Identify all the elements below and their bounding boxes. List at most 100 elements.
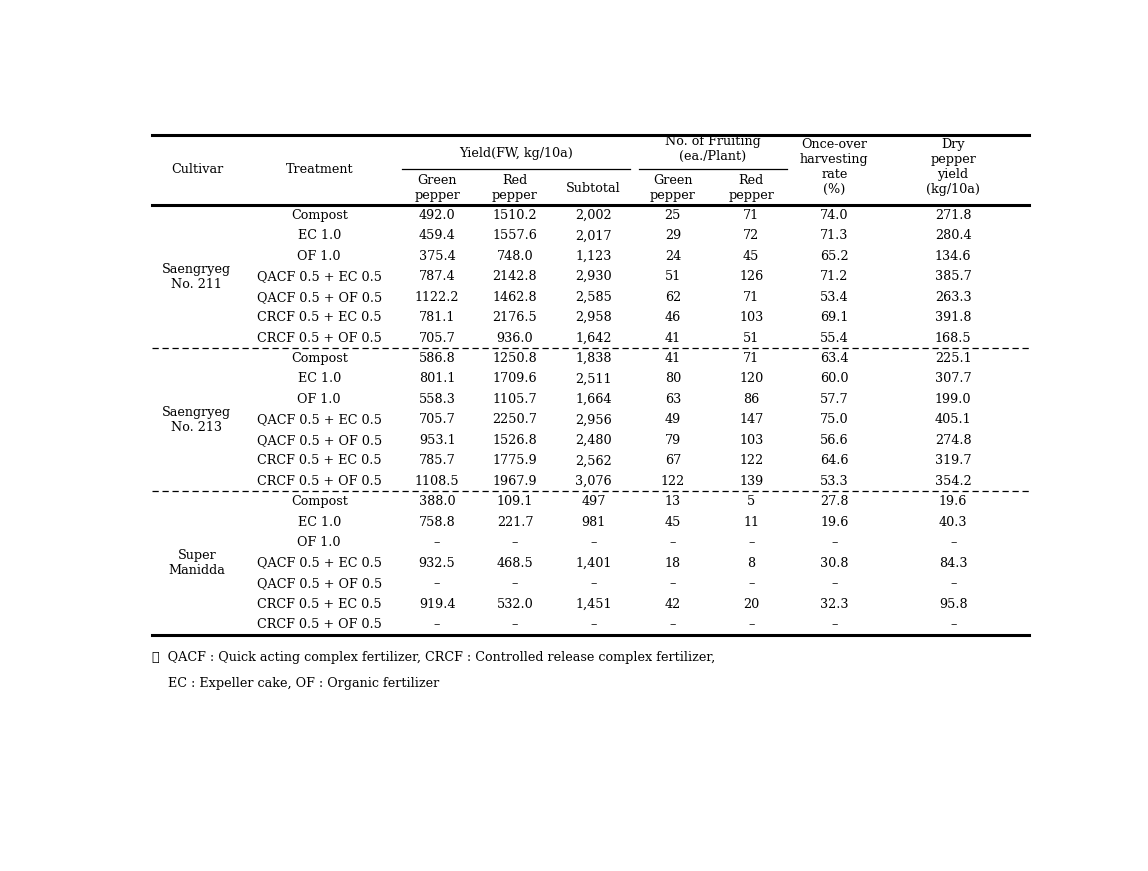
Text: 785.7: 785.7 bbox=[419, 455, 456, 468]
Text: 1775.9: 1775.9 bbox=[492, 455, 537, 468]
Text: 586.8: 586.8 bbox=[419, 352, 456, 365]
Text: 80: 80 bbox=[665, 373, 681, 386]
Text: 63: 63 bbox=[665, 393, 681, 406]
Text: 86: 86 bbox=[743, 393, 759, 406]
Text: 3,076: 3,076 bbox=[575, 475, 612, 488]
Text: 2,511: 2,511 bbox=[575, 373, 612, 386]
Text: CRCF 0.5 + EC 0.5: CRCF 0.5 + EC 0.5 bbox=[257, 311, 381, 324]
Text: –: – bbox=[512, 618, 518, 631]
Text: 46: 46 bbox=[665, 311, 681, 324]
Text: 75.0: 75.0 bbox=[820, 414, 848, 427]
Text: 385.7: 385.7 bbox=[934, 270, 971, 283]
Text: 532.0: 532.0 bbox=[497, 598, 534, 611]
Text: 801.1: 801.1 bbox=[419, 373, 456, 386]
Text: Yield(FW, kg/10a): Yield(FW, kg/10a) bbox=[459, 146, 573, 159]
Text: –: – bbox=[590, 618, 597, 631]
Text: Subtotal: Subtotal bbox=[566, 182, 621, 195]
Text: 221.7: 221.7 bbox=[497, 516, 533, 529]
Text: ※  QACF : Quick acting complex fertilizer, CRCF : Controlled release complex fer: ※ QACF : Quick acting complex fertilizer… bbox=[153, 652, 715, 665]
Text: EC : Expeller cake, OF : Organic fertilizer: EC : Expeller cake, OF : Organic fertili… bbox=[153, 677, 440, 690]
Text: 45: 45 bbox=[743, 250, 759, 263]
Text: 2,002: 2,002 bbox=[575, 209, 612, 222]
Text: 2,585: 2,585 bbox=[575, 291, 612, 304]
Text: 405.1: 405.1 bbox=[934, 414, 971, 427]
Text: 168.5: 168.5 bbox=[934, 332, 971, 345]
Text: 29: 29 bbox=[665, 229, 681, 242]
Text: OF 1.0: OF 1.0 bbox=[297, 250, 341, 263]
Text: EC 1.0: EC 1.0 bbox=[297, 516, 341, 529]
Text: 40.3: 40.3 bbox=[939, 516, 968, 529]
Text: QACF 0.5 + OF 0.5: QACF 0.5 + OF 0.5 bbox=[257, 434, 382, 447]
Text: 63.4: 63.4 bbox=[820, 352, 848, 365]
Text: –: – bbox=[831, 537, 838, 549]
Text: 19.6: 19.6 bbox=[939, 496, 968, 508]
Text: –: – bbox=[669, 577, 676, 590]
Text: –: – bbox=[949, 577, 956, 590]
Text: 459.4: 459.4 bbox=[419, 229, 456, 242]
Text: 319.7: 319.7 bbox=[934, 455, 971, 468]
Text: 53.3: 53.3 bbox=[820, 475, 848, 488]
Text: 120: 120 bbox=[739, 373, 763, 386]
Text: 1462.8: 1462.8 bbox=[492, 291, 537, 304]
Text: 2,017: 2,017 bbox=[575, 229, 612, 242]
Text: 2,930: 2,930 bbox=[575, 270, 612, 283]
Text: QACF 0.5 + OF 0.5: QACF 0.5 + OF 0.5 bbox=[257, 291, 382, 304]
Text: 492.0: 492.0 bbox=[419, 209, 456, 222]
Text: Saengryeg
No. 211: Saengryeg No. 211 bbox=[162, 263, 232, 291]
Text: 748.0: 748.0 bbox=[497, 250, 534, 263]
Text: 1,664: 1,664 bbox=[575, 393, 612, 406]
Text: 497: 497 bbox=[582, 496, 606, 508]
Text: 5: 5 bbox=[747, 496, 755, 508]
Text: 122: 122 bbox=[739, 455, 763, 468]
Text: –: – bbox=[512, 537, 518, 549]
Text: 62: 62 bbox=[665, 291, 681, 304]
Text: 307.7: 307.7 bbox=[934, 373, 971, 386]
Text: 53.4: 53.4 bbox=[820, 291, 848, 304]
Text: Red
pepper: Red pepper bbox=[728, 174, 774, 202]
Text: QACF 0.5 + EC 0.5: QACF 0.5 + EC 0.5 bbox=[257, 557, 382, 570]
Text: 953.1: 953.1 bbox=[419, 434, 456, 447]
Text: 65.2: 65.2 bbox=[820, 250, 848, 263]
Text: 1108.5: 1108.5 bbox=[414, 475, 459, 488]
Text: 2250.7: 2250.7 bbox=[492, 414, 537, 427]
Text: 126: 126 bbox=[739, 270, 763, 283]
Text: Super
Manidda: Super Manidda bbox=[169, 549, 225, 577]
Text: 109.1: 109.1 bbox=[497, 496, 533, 508]
Text: 71.2: 71.2 bbox=[820, 270, 848, 283]
Text: 8: 8 bbox=[747, 557, 755, 570]
Text: Treatment: Treatment bbox=[286, 164, 354, 177]
Text: 69.1: 69.1 bbox=[820, 311, 848, 324]
Text: 49: 49 bbox=[665, 414, 681, 427]
Text: 20: 20 bbox=[743, 598, 759, 611]
Text: 263.3: 263.3 bbox=[934, 291, 971, 304]
Text: 468.5: 468.5 bbox=[497, 557, 534, 570]
Text: 280.4: 280.4 bbox=[934, 229, 971, 242]
Text: Compost: Compost bbox=[290, 352, 348, 365]
Text: 2,956: 2,956 bbox=[575, 414, 612, 427]
Text: Once-over
harvesting
rate
(%): Once-over harvesting rate (%) bbox=[800, 138, 869, 196]
Text: –: – bbox=[434, 577, 441, 590]
Text: Dry
pepper
yield
(kg/10a): Dry pepper yield (kg/10a) bbox=[926, 138, 980, 196]
Text: 139: 139 bbox=[739, 475, 763, 488]
Text: 55.4: 55.4 bbox=[820, 332, 848, 345]
Text: 1526.8: 1526.8 bbox=[492, 434, 537, 447]
Text: Red
pepper: Red pepper bbox=[492, 174, 538, 202]
Text: –: – bbox=[590, 577, 597, 590]
Text: 1557.6: 1557.6 bbox=[492, 229, 537, 242]
Text: 1,451: 1,451 bbox=[575, 598, 612, 611]
Text: 787.4: 787.4 bbox=[419, 270, 456, 283]
Text: CRCF 0.5 + EC 0.5: CRCF 0.5 + EC 0.5 bbox=[257, 598, 381, 611]
Text: 11: 11 bbox=[743, 516, 759, 529]
Text: –: – bbox=[434, 618, 441, 631]
Text: 32.3: 32.3 bbox=[820, 598, 848, 611]
Text: Cultivar: Cultivar bbox=[171, 164, 223, 177]
Text: 84.3: 84.3 bbox=[939, 557, 968, 570]
Text: 19.6: 19.6 bbox=[820, 516, 848, 529]
Text: 936.0: 936.0 bbox=[497, 332, 534, 345]
Text: 758.8: 758.8 bbox=[419, 516, 456, 529]
Text: OF 1.0: OF 1.0 bbox=[297, 393, 341, 406]
Text: Compost: Compost bbox=[290, 496, 348, 508]
Text: 932.5: 932.5 bbox=[419, 557, 456, 570]
Text: 781.1: 781.1 bbox=[419, 311, 456, 324]
Text: Green
pepper: Green pepper bbox=[650, 174, 696, 202]
